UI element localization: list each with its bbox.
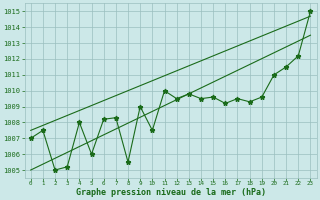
X-axis label: Graphe pression niveau de la mer (hPa): Graphe pression niveau de la mer (hPa) (76, 188, 266, 197)
